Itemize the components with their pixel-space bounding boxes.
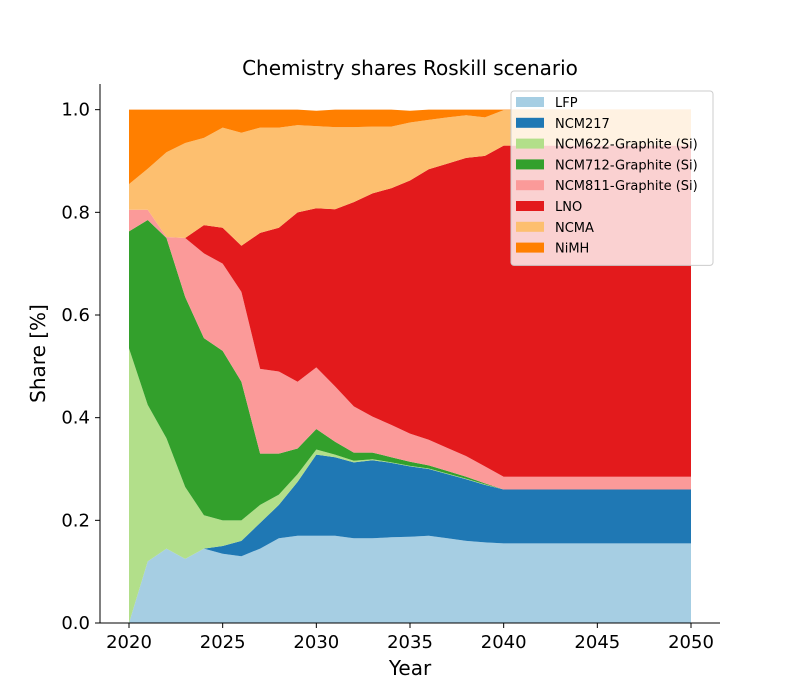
area-lfp <box>129 535 691 623</box>
legend-label-ncm217: NCM217 <box>555 117 610 132</box>
legend-swatch-ncm622-graphite-si <box>516 138 544 149</box>
legend-label-ncm811-graphite-si: NCM811-Graphite (Si) <box>555 179 698 194</box>
legend-swatch-ncm217 <box>516 117 544 128</box>
y-tick-label: 0.4 <box>61 408 90 429</box>
x-tick-label: 2025 <box>200 632 246 653</box>
x-tick-label: 2035 <box>387 632 433 653</box>
area-nimh <box>129 109 691 185</box>
legend-swatch-ncm712-graphite-si <box>516 159 544 170</box>
y-ticks: 0.0 0.2 0.4 0.6 0.8 1.0 <box>61 100 100 634</box>
legend-swatch-ncma <box>516 221 544 232</box>
legend-swatch-nimh <box>516 242 544 253</box>
legend-label-ncma: NCMA <box>555 221 594 236</box>
legend-box <box>510 90 714 266</box>
y-tick-label: 1.0 <box>61 100 90 121</box>
x-tick-label: 2050 <box>668 632 714 653</box>
x-tick-label: 2045 <box>574 632 620 653</box>
axes: 2020 2025 2030 2035 2040 2045 2050 0.00.20.40.… <box>61 84 720 653</box>
y-tick-label: 0.0 <box>61 613 90 634</box>
y-tick-label: 0.6 <box>61 305 90 326</box>
area-ncm217 <box>129 454 691 623</box>
chart-title: Chemistry shares Roskill scenario <box>242 56 578 80</box>
x-tick-label: 2030 <box>293 632 339 653</box>
x-tick-label: 2020 <box>106 632 152 653</box>
y-axis-label: Share [%] <box>26 304 50 403</box>
legend-swatch-ncm811-graphite-si <box>516 180 544 191</box>
y-tick-label: 0.8 <box>61 202 90 223</box>
legend-label-lfp: LFP <box>555 96 578 111</box>
y-tick-label: 0.2 <box>61 510 90 531</box>
legend: LFP NCM217 NCM622-Graphite (Si) NCM712-Grap… <box>510 90 714 266</box>
legend-label-ncm622-graphite-si: NCM622-Graphite (Si) <box>555 138 698 153</box>
legend-label-ncm712-graphite-si: NCM712-Graphite (Si) <box>555 158 698 173</box>
legend-label-nimh: NiMH <box>555 242 589 257</box>
x-axis-label: Year <box>388 656 432 680</box>
x-ticks: 2020 2025 2030 2035 2040 2045 2050 <box>106 623 714 653</box>
x-tick-label: 2040 <box>481 632 527 653</box>
legend-label-lno: LNO <box>555 200 582 215</box>
legend-swatch-lfp <box>516 97 544 107</box>
legend-swatch-lno <box>516 201 544 211</box>
legend-items: LFP NCM217 NCM622-Graphite (Si) NCM712-Grap… <box>516 96 698 257</box>
area-ncm811-graphite-si <box>129 209 691 490</box>
